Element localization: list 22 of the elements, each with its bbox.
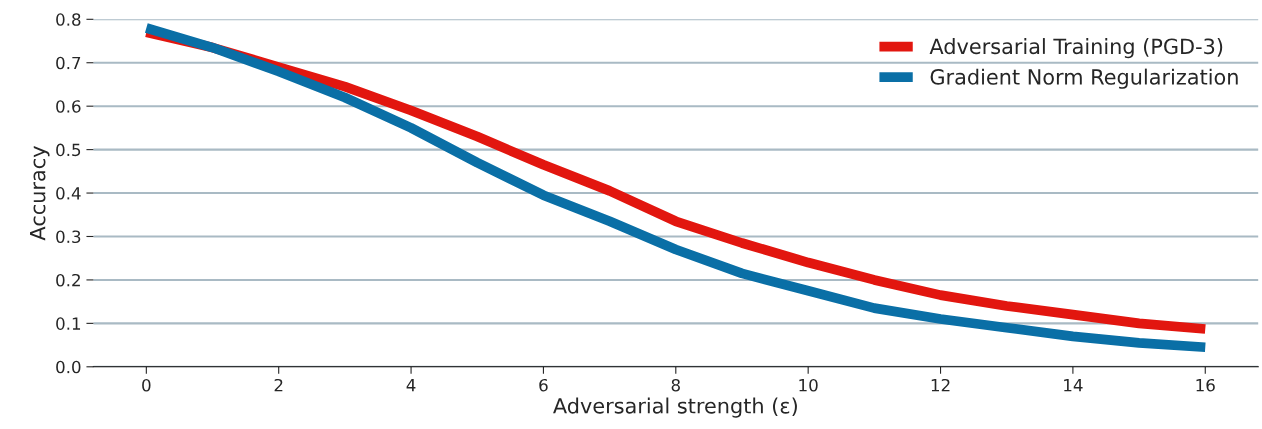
y-tick-label: 0.8 (56, 13, 81, 26)
y-tick-label: 0.4 (56, 187, 81, 200)
legend-label: Gradient Norm Regularization (930, 68, 1238, 89)
y-tick-label: 0.1 (56, 317, 81, 330)
x-tick-label: 8 (671, 378, 680, 392)
y-axis-title: Accuracy (30, 146, 50, 241)
x-tick-label: 6 (539, 378, 548, 392)
x-tick-label: 2 (274, 378, 283, 392)
x-tick-label: 14 (1064, 379, 1083, 392)
x-tick-label: 10 (799, 378, 818, 392)
x-axis-title: Adversarial strength (ε) (553, 397, 797, 418)
y-tick-label: 0.6 (56, 100, 81, 113)
x-tick-label: 16 (1196, 378, 1215, 392)
x-tick-label: 0 (142, 378, 151, 392)
x-tick-label: 4 (406, 379, 416, 392)
y-tick-label: 0.7 (56, 56, 81, 70)
y-tick-label: 0.3 (56, 230, 81, 244)
x-tick-label: 12 (931, 378, 950, 392)
y-tick-label: 0.5 (56, 143, 81, 157)
legend-label: Adversarial Training (PGD-3) (929, 38, 1223, 59)
y-tick-label: 0.2 (56, 273, 80, 287)
y-tick-label: 0.0 (56, 360, 81, 374)
